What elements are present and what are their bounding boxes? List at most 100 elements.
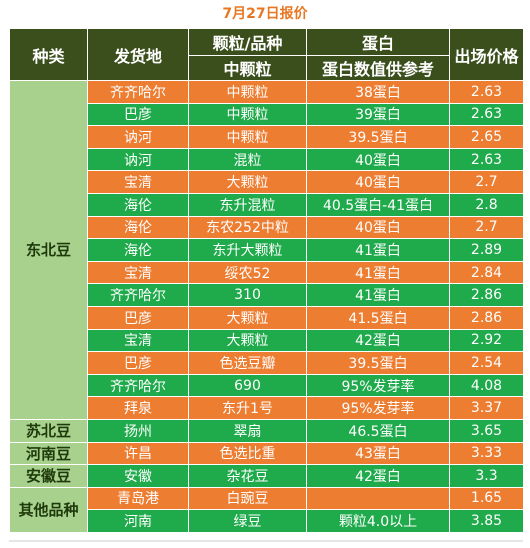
origin-cell: 海伦: [87, 238, 189, 262]
category-cell: 安徽豆: [9, 464, 88, 488]
grain-cell: 色选豆瓣: [188, 351, 307, 375]
price-cell: 2.63: [449, 147, 524, 172]
origin-cell: 讷河: [87, 125, 189, 149]
grain-cell: 混粒: [188, 147, 307, 172]
header-origin: 发货地: [87, 28, 189, 81]
price-cell: 2.63: [449, 80, 524, 104]
bottom-divider: [9, 540, 523, 542]
price-cell: 1.65: [449, 486, 524, 511]
grain-cell: 310: [188, 283, 307, 307]
table-row: 海伦 东升混粒 40.5蛋白-41蛋白 2.8: [10, 192, 524, 217]
grain-cell: 中颗粒: [188, 80, 307, 104]
category-cell: 其他品种: [9, 486, 88, 533]
price-cell: 2.86: [449, 283, 524, 307]
price-cell: 4.08: [449, 373, 524, 398]
table-row: 宝清 大颗粒 40蛋白 2.7: [10, 170, 524, 194]
origin-cell: 安徽: [87, 464, 189, 488]
origin-cell: 宝清: [87, 260, 189, 285]
table-row: 拜泉 东升1号 95%发芽率 3.37: [10, 396, 524, 420]
price-cell: 2.54: [449, 351, 524, 375]
grain-cell: 690: [188, 373, 307, 398]
grain-cell: 大颗粒: [188, 305, 307, 330]
protein-cell: 43蛋白: [306, 441, 450, 466]
origin-cell: 巴彦: [87, 351, 189, 375]
grain-cell: 东升1号: [188, 396, 307, 420]
origin-cell: 齐齐哈尔: [87, 80, 189, 104]
table-row: 海伦 东农252中粒 40蛋白 2.7: [10, 215, 524, 240]
price-cell: 2.63: [449, 102, 524, 127]
table-body: 东北豆 齐齐哈尔 中颗粒 38蛋白 2.63 巴彦 中颗粒 39蛋白 2.63 讷河 中颗粒 39.5…: [9, 80, 524, 533]
origin-cell: 扬州: [87, 418, 189, 443]
table-row: 苏北豆 扬州 翠扇 46.5蛋白 3.65: [9, 418, 524, 443]
table-row: 宝清 大颗粒 42蛋白 2.92: [10, 328, 524, 353]
price-table: 种类 发货地 颗粒/品种 蛋白 出场价格 中颗粒 蛋白数值供参考 东北豆 齐齐哈尔…: [9, 28, 524, 533]
table-row: 宝清 绥农52 41蛋白 2.84: [10, 260, 524, 285]
grain-cell: 白豌豆: [188, 486, 307, 511]
grain-cell: 杂花豆: [188, 464, 307, 488]
table-row: 海伦 东升大颗粒 41蛋白 2.89: [10, 238, 524, 262]
origin-cell: 宝清: [87, 328, 189, 353]
origin-cell: 齐齐哈尔: [87, 373, 189, 398]
category-cell: 河南豆: [9, 441, 88, 466]
table-row: 巴彦 中颗粒 39蛋白 2.63: [10, 102, 524, 127]
header-grain-sub: 中颗粒: [188, 55, 307, 81]
table-row: 河南 绿豆 颗粒4.0以上 3.85: [10, 509, 524, 533]
protein-cell: 39蛋白: [306, 102, 450, 127]
price-cell: 3.3: [449, 464, 524, 488]
origin-cell: 许昌: [87, 441, 189, 466]
price-cell: 2.8: [449, 192, 524, 217]
protein-cell: 40蛋白: [306, 147, 450, 172]
table-row: 河南豆 许昌 色选比重 43蛋白 3.33: [9, 441, 524, 466]
category-cell: 东北豆: [9, 80, 88, 420]
header-protein: 蛋白: [306, 28, 450, 56]
header-grain: 颗粒/品种: [188, 28, 307, 56]
price-cell: 2.89: [449, 238, 524, 262]
protein-cell: 41蛋白: [306, 260, 450, 285]
price-cell: 2.65: [449, 125, 524, 149]
table-row: 巴彦 大颗粒 41.5蛋白 2.86: [10, 305, 524, 330]
category-cell: 苏北豆: [9, 418, 88, 443]
table-row: 巴彦 色选豆瓣 39.5蛋白 2.54: [10, 351, 524, 375]
price-cell: 2.86: [449, 305, 524, 330]
protein-cell: 42蛋白: [306, 328, 450, 353]
protein-cell: 38蛋白: [306, 80, 450, 104]
header-category: 种类: [9, 28, 88, 81]
price-cell: 3.65: [449, 418, 524, 443]
protein-cell: 39.5蛋白: [306, 351, 450, 375]
price-cell: 2.92: [449, 328, 524, 353]
header-price: 出场价格: [449, 28, 524, 81]
grain-cell: 大颗粒: [188, 170, 307, 194]
table-row: 讷河 混粒 40蛋白 2.63: [10, 147, 524, 172]
origin-cell: 海伦: [87, 215, 189, 240]
price-cell: 2.7: [449, 170, 524, 194]
protein-cell: 39.5蛋白: [306, 125, 450, 149]
table-row: 其他品种 青岛港 白豌豆 1.65: [9, 486, 524, 533]
origin-cell: 青岛港: [87, 486, 189, 511]
protein-cell: 40.5蛋白-41蛋白: [306, 192, 450, 217]
protein-cell: 41蛋白: [306, 238, 450, 262]
origin-cell: 宝清: [87, 170, 189, 194]
origin-cell: 齐齐哈尔: [87, 283, 189, 307]
grain-cell: 东农252中粒: [188, 215, 307, 240]
grain-cell: 东升混粒: [188, 192, 307, 217]
protein-cell: [306, 486, 450, 511]
table-row: 齐齐哈尔 690 95%发芽率 4.08: [10, 373, 524, 398]
origin-cell: 河南: [87, 509, 189, 533]
grain-cell: 中颗粒: [188, 102, 307, 127]
protein-cell: 42蛋白: [306, 464, 450, 488]
quote-date-title: 7月27日报价: [222, 6, 308, 22]
price-cell: 2.84: [449, 260, 524, 285]
price-cell: 2.7: [449, 215, 524, 240]
price-cell: 3.37: [449, 396, 524, 420]
grain-cell: 大颗粒: [188, 328, 307, 353]
grain-cell: 绿豆: [188, 509, 307, 533]
grain-cell: 东升大颗粒: [188, 238, 307, 262]
origin-cell: 巴彦: [87, 305, 189, 330]
origin-cell: 拜泉: [87, 396, 189, 420]
grain-cell: 绥农52: [188, 260, 307, 285]
protein-cell: 41.5蛋白: [306, 305, 450, 330]
protein-cell: 46.5蛋白: [306, 418, 450, 443]
grain-cell: 色选比重: [188, 441, 307, 466]
protein-cell: 40蛋白: [306, 215, 450, 240]
